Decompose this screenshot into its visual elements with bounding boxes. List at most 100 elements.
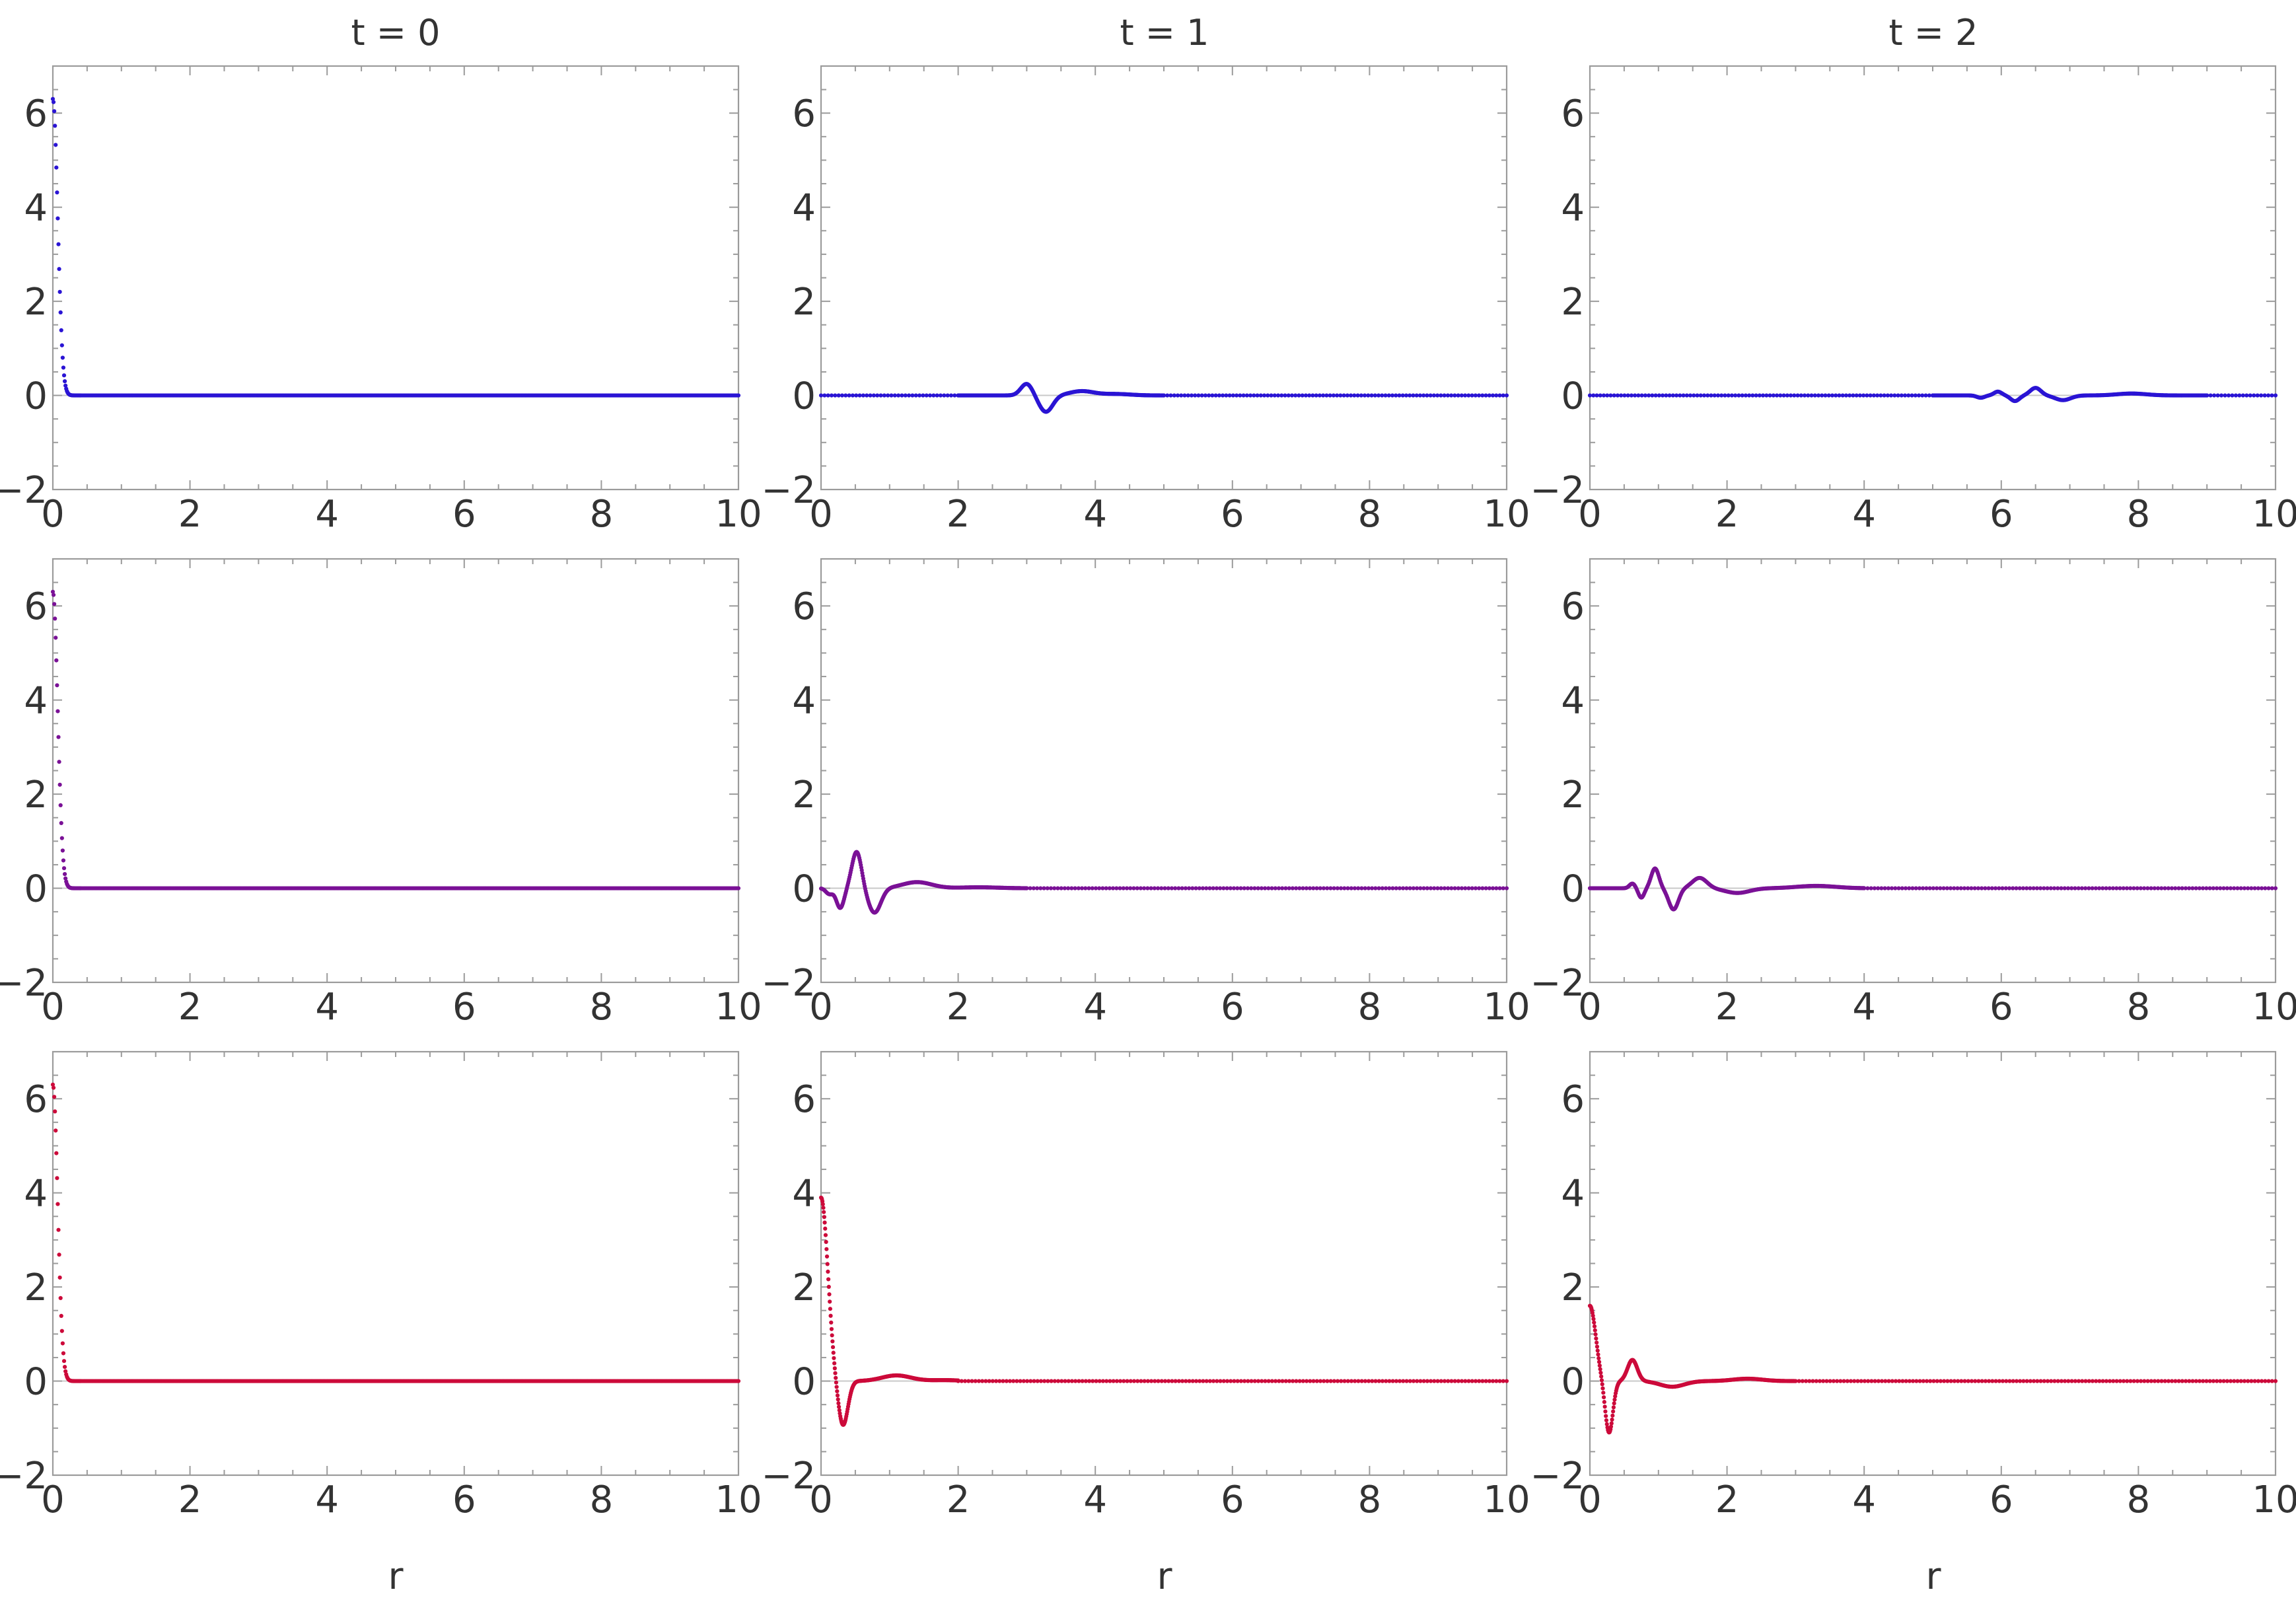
data-point xyxy=(2087,886,2091,891)
data-point xyxy=(1608,393,1613,398)
y-tick-label: 2 xyxy=(792,774,816,817)
data-point xyxy=(1487,393,1491,398)
data-point xyxy=(2104,886,2108,891)
data-point xyxy=(832,1366,837,1371)
data-point xyxy=(1785,393,1789,398)
data-point xyxy=(2266,886,2271,891)
data-point xyxy=(1459,886,1464,891)
x-tick-label: 10 xyxy=(1483,1478,1530,1521)
y-tick-label: 6 xyxy=(1561,92,1585,135)
data-point xyxy=(2190,886,2195,891)
data-point xyxy=(1494,393,1499,398)
data-point xyxy=(1145,886,1150,891)
data-point xyxy=(2256,886,2260,891)
data-point xyxy=(1619,393,1624,398)
x-tick-label: 8 xyxy=(590,493,614,536)
data-point xyxy=(1861,393,1866,398)
data-point xyxy=(52,1095,57,1099)
data-point xyxy=(1647,393,1651,398)
data-point xyxy=(1962,886,1967,891)
y-tick-label: 6 xyxy=(792,1078,816,1121)
data-point xyxy=(1203,393,1208,398)
data-point xyxy=(2021,886,2026,891)
data-point xyxy=(1417,393,1423,398)
data-point xyxy=(57,1253,61,1257)
data-point xyxy=(1809,393,1814,398)
data-point xyxy=(2214,886,2219,891)
data-point xyxy=(1342,393,1346,398)
data-point xyxy=(1948,886,1953,891)
data-point xyxy=(927,393,933,398)
data-point xyxy=(835,1393,840,1398)
data-point xyxy=(1377,886,1381,891)
data-point xyxy=(1639,393,1644,398)
data-point xyxy=(1712,393,1717,398)
data-point xyxy=(1383,886,1388,891)
data-point xyxy=(1446,886,1451,891)
data-point xyxy=(1778,393,1783,398)
data-point xyxy=(1737,393,1741,398)
x-tick-label: 8 xyxy=(1358,986,1382,1029)
data-point xyxy=(1266,393,1270,398)
data-point xyxy=(857,393,862,398)
data-point xyxy=(822,1220,827,1225)
data-point xyxy=(1501,886,1505,891)
series-points xyxy=(1587,386,2278,404)
data-point xyxy=(900,393,904,398)
data-point xyxy=(1289,393,1295,398)
data-point xyxy=(55,683,59,688)
data-point xyxy=(1504,393,1509,398)
data-point xyxy=(1470,886,1474,891)
data-point xyxy=(63,379,67,384)
data-point xyxy=(1404,886,1409,891)
data-point xyxy=(1997,886,2001,891)
data-point xyxy=(2135,886,2139,891)
data-point xyxy=(51,1085,56,1090)
data-point xyxy=(1879,393,1883,398)
data-point xyxy=(2235,886,2240,891)
data-point xyxy=(1771,393,1776,398)
y-tick-label: 4 xyxy=(24,680,48,723)
plot-frame xyxy=(820,65,1508,491)
data-point xyxy=(1173,886,1178,891)
x-tick-label: 6 xyxy=(1990,493,2013,536)
data-point xyxy=(1034,886,1040,891)
data-point xyxy=(889,393,894,398)
data-point xyxy=(56,242,61,246)
data-point xyxy=(1456,393,1460,398)
data-point xyxy=(1906,393,1911,398)
data-point xyxy=(57,760,61,764)
data-point xyxy=(1332,886,1336,891)
data-point xyxy=(1404,393,1409,398)
data-point xyxy=(1345,393,1349,398)
x-tick-label: 6 xyxy=(1221,493,1244,536)
y-tick-label: −2 xyxy=(0,1455,48,1498)
data-point xyxy=(52,109,57,114)
data-point xyxy=(1504,886,1509,891)
data-point xyxy=(56,1227,61,1232)
data-point xyxy=(824,1239,828,1245)
data-point xyxy=(2239,886,2243,891)
data-point xyxy=(2252,886,2257,891)
data-point xyxy=(1242,886,1246,891)
data-point xyxy=(2059,886,2063,891)
data-point xyxy=(1889,886,1894,891)
data-point xyxy=(2221,886,2226,891)
data-point xyxy=(2219,393,2224,398)
series-points xyxy=(50,96,741,398)
data-point xyxy=(1445,393,1450,398)
x-tick-label: 10 xyxy=(715,1478,762,1521)
data-point xyxy=(1345,886,1350,891)
data-point xyxy=(1453,393,1457,398)
data-point xyxy=(1826,393,1831,398)
data-point xyxy=(1155,886,1161,891)
x-tick-label: 2 xyxy=(947,1478,970,1521)
data-point xyxy=(2014,886,2019,891)
data-point xyxy=(736,393,741,398)
data-point xyxy=(831,1350,836,1355)
x-tick-label: 0 xyxy=(1578,493,1602,536)
data-point xyxy=(935,393,939,398)
data-point xyxy=(1362,393,1367,398)
series-points xyxy=(50,589,741,891)
